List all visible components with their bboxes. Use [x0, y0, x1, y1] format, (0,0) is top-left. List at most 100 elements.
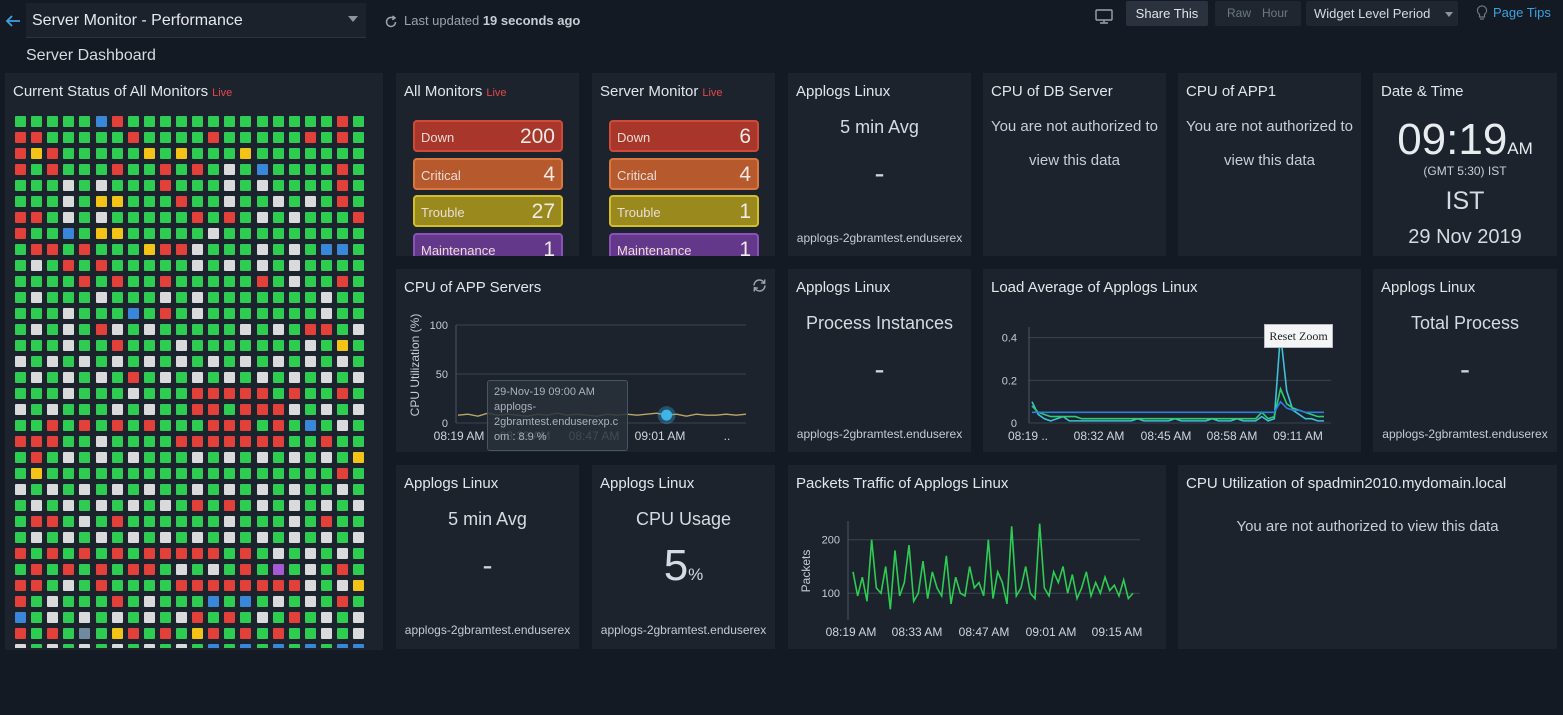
monitor-status-cell[interactable] [31, 228, 43, 239]
monitor-status-cell[interactable] [159, 180, 171, 191]
monitor-status-cell[interactable] [127, 372, 139, 383]
monitor-status-cell[interactable] [288, 532, 300, 543]
monitor-status-cell[interactable] [304, 468, 316, 479]
monitor-status-cell[interactable] [192, 644, 204, 648]
monitor-status-cell[interactable] [353, 292, 365, 303]
monitor-status-cell[interactable] [159, 628, 171, 639]
monitor-status-cell[interactable] [176, 564, 187, 575]
monitor-status-cell[interactable] [353, 436, 365, 447]
monitor-status-cell[interactable] [272, 516, 284, 527]
monitor-status-cell[interactable] [288, 452, 300, 463]
monitor-status-cell[interactable] [240, 276, 252, 287]
monitor-status-cell[interactable] [31, 580, 43, 591]
monitor-status-cell[interactable] [31, 628, 43, 639]
counter-maintenance[interactable]: Maintenance 1 [609, 233, 759, 256]
monitor-status-cell[interactable] [224, 564, 236, 575]
monitor-status-cell[interactable] [127, 228, 139, 239]
monitor-status-cell[interactable] [15, 116, 26, 127]
monitor-status-cell[interactable] [159, 212, 171, 223]
monitor-status-cell[interactable] [31, 436, 43, 447]
monitor-status-cell[interactable] [304, 340, 316, 351]
monitor-status-cell[interactable] [127, 596, 139, 607]
monitor-status-cell[interactable] [63, 420, 75, 431]
monitor-status-cell[interactable] [272, 292, 284, 303]
monitor-status-cell[interactable] [304, 452, 316, 463]
monitor-status-cell[interactable] [208, 468, 220, 479]
monitor-status-cell[interactable] [192, 132, 204, 143]
back-arrow-icon[interactable] [4, 12, 22, 30]
monitor-status-cell[interactable] [224, 196, 236, 207]
monitor-status-cell[interactable] [240, 228, 252, 239]
monitor-status-cell[interactable] [353, 372, 365, 383]
monitor-status-cell[interactable] [63, 468, 75, 479]
monitor-status-cell[interactable] [256, 196, 268, 207]
monitor-status-cell[interactable] [256, 324, 268, 335]
monitor-status-cell[interactable] [240, 388, 252, 399]
monitor-status-cell[interactable] [272, 324, 284, 335]
monitor-status-cell[interactable] [111, 628, 123, 639]
monitor-status-cell[interactable] [127, 452, 139, 463]
monitor-status-cell[interactable] [15, 548, 26, 559]
monitor-status-cell[interactable] [176, 468, 187, 479]
monitor-status-cell[interactable] [320, 132, 332, 143]
monitor-status-cell[interactable] [208, 228, 220, 239]
monitor-status-cell[interactable] [143, 356, 155, 367]
monitor-status-cell[interactable] [256, 116, 268, 127]
monitor-status-cell[interactable] [63, 260, 75, 271]
monitor-status-cell[interactable] [111, 196, 123, 207]
monitor-status-cell[interactable] [143, 484, 155, 495]
monitor-status-cell[interactable] [79, 340, 91, 351]
monitor-status-cell[interactable] [304, 532, 316, 543]
monitor-status-cell[interactable] [353, 532, 365, 543]
monitor-status-cell[interactable] [111, 260, 123, 271]
monitor-status-cell[interactable] [31, 468, 43, 479]
monitor-status-cell[interactable] [127, 628, 139, 639]
monitor-status-cell[interactable] [208, 548, 220, 559]
monitor-status-cell[interactable] [208, 500, 220, 511]
monitor-status-cell[interactable] [320, 372, 332, 383]
monitor-status-cell[interactable] [208, 324, 220, 335]
monitor-status-cell[interactable] [143, 564, 155, 575]
monitor-status-cell[interactable] [208, 212, 220, 223]
monitor-status-cell[interactable] [256, 132, 268, 143]
monitor-status-cell[interactable] [288, 516, 300, 527]
monitor-status-cell[interactable] [353, 404, 365, 415]
monitor-status-cell[interactable] [272, 628, 284, 639]
tv-mode-icon[interactable] [1094, 7, 1114, 25]
monitor-status-cell[interactable] [176, 500, 187, 511]
monitor-status-cell[interactable] [111, 244, 123, 255]
monitor-status-cell[interactable] [79, 372, 91, 383]
monitor-status-cell[interactable] [159, 196, 171, 207]
monitor-link[interactable]: applogs-2gbramtest.enduserex [796, 427, 963, 441]
monitor-status-cell[interactable] [176, 292, 187, 303]
monitor-status-cell[interactable] [320, 116, 332, 127]
counter-trouble[interactable]: Trouble 27 [413, 195, 563, 227]
monitor-status-cell[interactable] [176, 340, 187, 351]
counter-critical[interactable]: Critical 4 [609, 158, 759, 190]
monitor-status-cell[interactable] [256, 516, 268, 527]
monitor-status-cell[interactable] [256, 612, 268, 623]
monitor-status-cell[interactable] [288, 276, 300, 287]
monitor-status-cell[interactable] [15, 484, 26, 495]
monitor-status-cell[interactable] [353, 260, 365, 271]
monitor-status-cell[interactable] [208, 420, 220, 431]
monitor-status-cell[interactable] [127, 116, 139, 127]
monitor-status-cell[interactable] [143, 596, 155, 607]
monitor-status-cell[interactable] [143, 324, 155, 335]
monitor-status-cell[interactable] [353, 148, 365, 159]
monitor-status-cell[interactable] [143, 228, 155, 239]
monitor-status-cell[interactable] [176, 244, 187, 255]
monitor-status-cell[interactable] [47, 548, 59, 559]
monitor-status-cell[interactable] [192, 452, 204, 463]
monitor-status-cell[interactable] [224, 116, 236, 127]
monitor-status-cell[interactable] [192, 372, 204, 383]
monitor-status-cell[interactable] [47, 580, 59, 591]
monitor-status-cell[interactable] [111, 500, 123, 511]
monitor-status-cell[interactable] [79, 580, 91, 591]
monitor-status-cell[interactable] [159, 132, 171, 143]
monitor-status-cell[interactable] [288, 308, 300, 319]
monitor-status-cell[interactable] [288, 260, 300, 271]
monitor-status-cell[interactable] [159, 308, 171, 319]
monitor-status-cell[interactable] [320, 324, 332, 335]
monitor-status-cell[interactable] [31, 212, 43, 223]
